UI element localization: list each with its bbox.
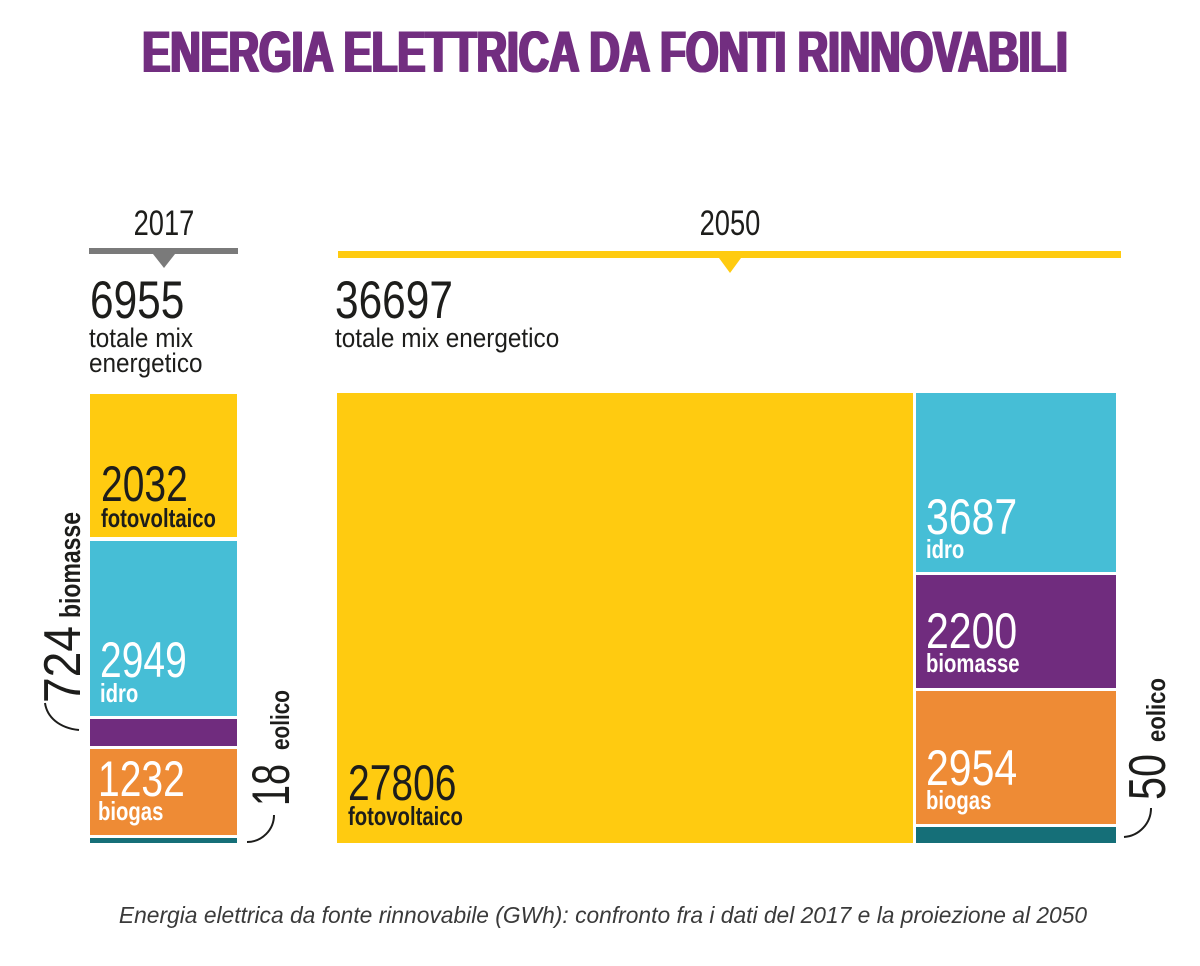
svg-text:eolico: eolico [265, 690, 295, 750]
svg-text:18: 18 [242, 764, 301, 806]
svg-text:biomasse: biomasse [55, 512, 87, 618]
svg-text:eolico: eolico [1141, 678, 1171, 742]
svg-text:724: 724 [34, 626, 92, 703]
svg-text:50: 50 [1119, 754, 1177, 800]
